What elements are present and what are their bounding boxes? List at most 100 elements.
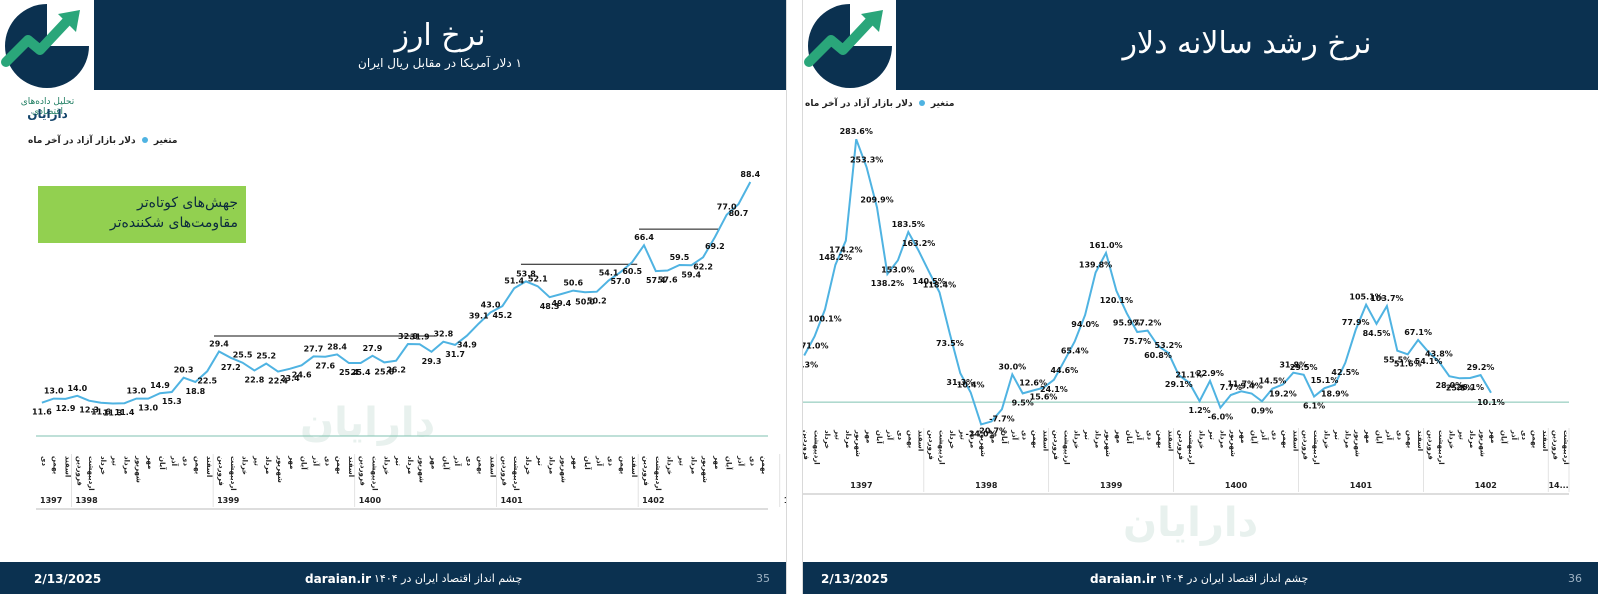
month-tick-label: بهمن (477, 456, 485, 475)
month-tick-label: فروردین (1177, 430, 1185, 460)
month-tick-label: بهمن (1281, 430, 1289, 449)
month-tick-label: تیر (252, 455, 260, 466)
data-label: 15.6% (1030, 393, 1058, 402)
month-tick-label: شهریور (979, 429, 987, 457)
month-tick-label: بهمن (1031, 430, 1039, 449)
data-label: 50.2 (587, 297, 607, 306)
page-number: 35 (756, 572, 770, 585)
month-tick-label: شهریور (418, 455, 426, 483)
legend-dot-icon (918, 100, 925, 106)
data-label: 25.4 (351, 368, 371, 377)
year-label: 1398 (975, 481, 998, 490)
data-label: 51.4 (504, 276, 524, 285)
month-tick-label: مهر (1364, 429, 1372, 443)
month-tick-label: آذر (1260, 429, 1269, 441)
legend-dot-icon (141, 137, 148, 143)
year-label: 1397 (850, 481, 872, 490)
month-tick-label: آذر (736, 455, 745, 467)
data-label: 29.4 (209, 340, 229, 349)
data-label: 45.2 (492, 311, 512, 320)
data-label: 120.1% (1100, 296, 1133, 305)
month-tick-label: فروردین (1052, 430, 1060, 460)
month-tick-label: بهمن (1406, 430, 1414, 449)
data-label: 69.2 (705, 242, 725, 251)
data-label: 95.9% (1113, 318, 1141, 327)
year-label: 1403 (784, 496, 786, 505)
data-label: 25.6 (374, 367, 394, 376)
footer-site: daraian.ir (305, 572, 372, 586)
month-tick-label: اردیبهشت (87, 456, 95, 491)
month-tick-label: اسفند (1291, 430, 1299, 451)
month-tick-label: مهر (713, 455, 721, 469)
month-tick-label: دی (465, 456, 473, 466)
month-tick-label: آبان (875, 430, 884, 444)
data-label: 31.9 (410, 332, 430, 341)
data-label: 13.0 (126, 387, 146, 396)
data-label: 29.2% (1467, 363, 1495, 372)
data-label: 12.3 (79, 406, 99, 415)
data-label: 52.1 (528, 274, 548, 283)
month-tick-label: مرداد (689, 456, 697, 474)
month-tick-label: خرداد (241, 456, 249, 475)
month-tick-label: اردیبهشت (1562, 430, 1570, 465)
month-tick-label: دی (1270, 430, 1278, 440)
data-label: 27.7 (304, 344, 324, 353)
data-label: 11.6 (91, 408, 111, 417)
data-label: 10.4% (957, 381, 985, 390)
month-tick-label: مرداد (844, 430, 852, 448)
month-tick-label: دی (323, 456, 331, 466)
data-label: 39.1 (469, 312, 489, 321)
month-tick-label: مرداد (406, 456, 414, 474)
data-label: 31.3% (946, 378, 974, 387)
legend-label: دلار بازار آزاد در آخر ماه (805, 99, 913, 109)
month-tick-label: مرداد (1094, 430, 1102, 448)
data-label: 31.8% (1279, 361, 1307, 370)
month-tick-label: خرداد (1447, 430, 1455, 449)
data-label: 24.6 (292, 370, 312, 379)
company-logo-icon (0, 0, 94, 90)
data-label: 163.2% (902, 239, 935, 248)
data-label: 94.0% (1071, 320, 1099, 329)
data-label: 1.2% (1189, 406, 1211, 415)
month-tick-label: مهر (1114, 429, 1122, 443)
company-logo-icon (803, 0, 897, 90)
legend-prefix: متغیر (930, 99, 955, 109)
month-tick-label: خرداد (524, 456, 532, 475)
legend-prefix: متغیر (153, 136, 178, 146)
month-tick-label: تیر (1208, 429, 1216, 440)
month-tick-label: تیر (536, 455, 544, 466)
month-tick-label: بهمن (193, 456, 201, 475)
year-label: 1401 (500, 496, 523, 505)
data-label: 57.6 (658, 275, 678, 284)
data-label: 28.4 (327, 342, 347, 351)
data-label: 60.8% (1144, 351, 1172, 360)
year-label: 1402 (642, 496, 664, 505)
month-tick-label: مرداد (969, 430, 977, 448)
month-tick-label: بهمن (906, 430, 914, 449)
month-tick-label: اسفند (205, 456, 213, 477)
data-label: 77.9% (1342, 318, 1370, 327)
data-label: 71.0% (803, 341, 828, 350)
month-tick-label: بهمن (760, 456, 768, 475)
month-tick-label: اردیبهشت (654, 456, 662, 491)
data-label: 60.5 (622, 267, 642, 276)
data-label: 283.6% (840, 127, 873, 136)
month-tick-label: اسفند (347, 456, 355, 477)
data-label: 30.0% (998, 362, 1026, 371)
data-label: 140.5% (912, 277, 945, 286)
year-label: 1400 (1225, 481, 1248, 490)
data-label: 10.1% (1477, 398, 1505, 407)
month-tick-label: آذر (1135, 429, 1144, 441)
year-label: 1399 (217, 496, 240, 505)
month-tick-label: اسفند (917, 430, 925, 451)
month-tick-label: آذر (453, 455, 462, 467)
month-tick-label: اردیبهشت (1187, 430, 1195, 465)
data-label: 32.8 (433, 330, 453, 339)
month-tick-label: تیر (1458, 429, 1466, 440)
month-tick-label: فروردین (217, 456, 225, 486)
legend-label: دلار بازار آزاد در آخر ماه (28, 136, 136, 146)
data-label: 9.5% (1012, 398, 1034, 407)
data-label: 28.0% (1435, 381, 1463, 390)
data-label: 14.9 (150, 381, 170, 390)
month-tick-label: فروردین (75, 456, 83, 486)
